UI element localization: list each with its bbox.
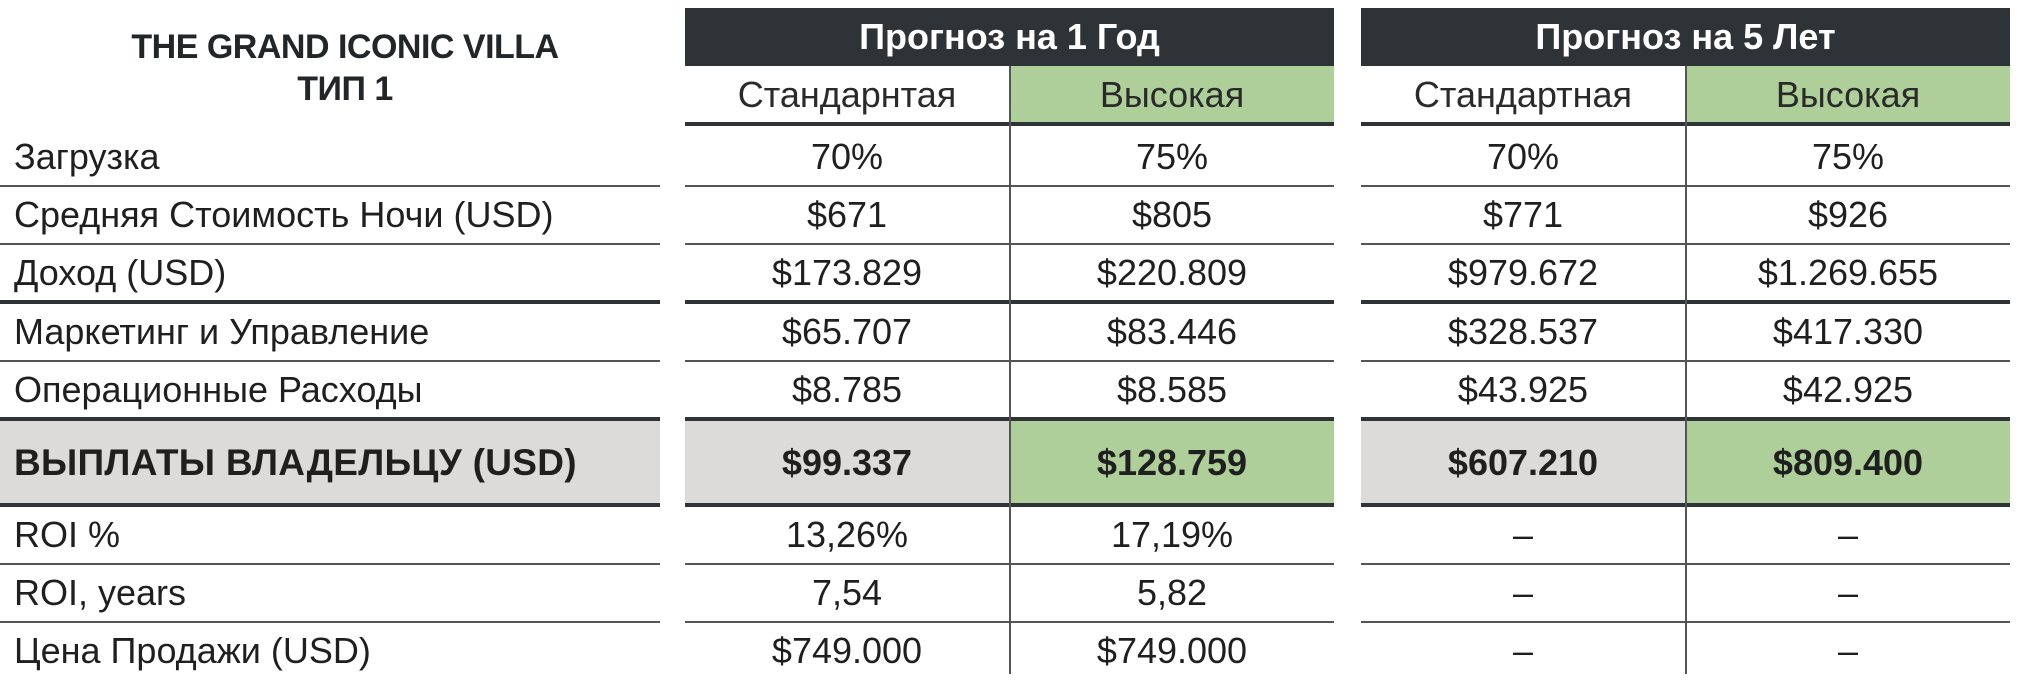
table-cell: –: [1837, 514, 1859, 555]
subheader-high-1y: Высокая: [1010, 66, 1334, 126]
row-divider: [0, 185, 660, 187]
table-cell: $749.000: [771, 630, 923, 671]
table-cell: $8.585: [1116, 369, 1228, 410]
table-cell: $607.210: [1361, 421, 1685, 505]
table-cell: 5,82: [1136, 572, 1208, 613]
table-cell: 75%: [1811, 136, 1885, 177]
table-cell: $99.337: [685, 421, 1009, 505]
group-header-1-year: Прогноз на 1 Год: [685, 8, 1334, 66]
row-divider-thick: [0, 300, 660, 304]
group-header-5-years: Прогноз на 5 Лет: [1361, 8, 2010, 66]
table-cell: $128.759: [1010, 421, 1334, 505]
row-label-owner-payout: ВЫПЛАТЫ ВЛАДЕЛЬЦУ (USD): [0, 421, 660, 505]
row-divider: [0, 563, 660, 565]
table-cell: $417.330: [1772, 311, 1924, 352]
row-label-operating-costs: Операционные Расходы: [14, 369, 423, 410]
table-cell: $1.269.655: [1757, 252, 1939, 293]
row-divider: [0, 360, 660, 362]
row-label-sale-price: Цена Продажи (USD): [14, 630, 371, 671]
table-cell: 13,26%: [785, 514, 909, 555]
row-label-roi-percent: ROI %: [14, 514, 121, 555]
row-label-marketing: Маркетинг и Управление: [14, 311, 430, 352]
row-divider-thick: [0, 503, 660, 507]
table-cell: $805: [1131, 194, 1213, 235]
table-cell: $926: [1807, 194, 1889, 235]
subheader-standard-5y: Стандартная: [1361, 66, 1685, 126]
row-label-income: Доход (USD): [14, 252, 227, 293]
title-line-2: ТИП 1: [297, 70, 393, 108]
subheader-standard-1y: Стандарнтая: [685, 66, 1009, 126]
row-divider: [0, 621, 660, 623]
table-cell: $979.672: [1447, 252, 1599, 293]
row-label-roi-years: ROI, years: [14, 572, 187, 613]
table-cell: $771: [1482, 194, 1564, 235]
table-cell: $220.809: [1096, 252, 1248, 293]
table-cell: 70%: [810, 136, 884, 177]
table-cell: $328.537: [1447, 311, 1599, 352]
table-cell: 75%: [1135, 136, 1209, 177]
column-divider: [1685, 66, 1687, 674]
table-cell: $42.925: [1782, 369, 1914, 410]
row-divider-thick: [0, 417, 660, 421]
subheader-high-5y: Высокая: [1686, 66, 2010, 126]
table-cell: $173.829: [771, 252, 923, 293]
table-cell: 7,54: [811, 572, 883, 613]
row-label-avg-night-rate: Средняя Стоимость Ночи (USD): [14, 194, 554, 235]
table-cell: $809.400: [1686, 421, 2010, 505]
row-divider: [0, 243, 660, 245]
table-cell: –: [1512, 514, 1534, 555]
table-cell: $671: [806, 194, 888, 235]
table-cell: $83.446: [1106, 311, 1238, 352]
table-cell: $8.785: [791, 369, 903, 410]
title-line-1: THE GRAND ICONIC VILLA: [131, 28, 559, 66]
table-cell: –: [1837, 572, 1859, 613]
table-cell: $43.925: [1457, 369, 1589, 410]
table-cell: –: [1512, 630, 1534, 671]
row-label-occupancy: Загрузка: [14, 136, 160, 177]
table-cell: 70%: [1486, 136, 1560, 177]
table-cell: 17,19%: [1110, 514, 1234, 555]
table-cell: –: [1512, 572, 1534, 613]
table-cell: $65.707: [781, 311, 913, 352]
table-cell: –: [1837, 630, 1859, 671]
table-cell: $749.000: [1096, 630, 1248, 671]
table-title: THE GRAND ICONIC VILLA ТИП 1: [0, 26, 690, 110]
column-divider: [1009, 66, 1011, 674]
